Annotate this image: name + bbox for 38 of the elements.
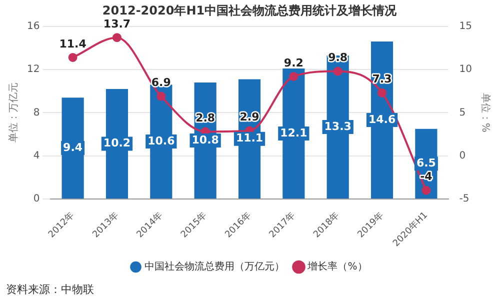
y2-tick-label: 10 (459, 64, 472, 76)
data-label: 13.7 (103, 17, 131, 30)
y-tick-label: 4 (33, 150, 40, 162)
legend-label: 中国社会物流总费用（万亿元） (144, 260, 285, 273)
y2-tick-label: -5 (459, 194, 470, 205)
chart-title: 2012-2020年H1中国社会物流总费用统计及增长情况 (102, 3, 398, 18)
data-label: 13.3 (324, 120, 352, 133)
data-label: 10.6 (148, 134, 176, 148)
y2-tick-label: 15 (459, 20, 472, 32)
point (289, 72, 298, 81)
y-tick-label: 8 (33, 107, 40, 118)
y-tick-label: 12 (26, 64, 40, 76)
point (112, 33, 122, 42)
data-label: 11.1 (236, 132, 264, 145)
data-label: 2.9 (240, 110, 260, 124)
y2-tick-label: 0 (459, 150, 466, 162)
point (422, 186, 431, 195)
data-label: 9.4 (63, 140, 83, 154)
text: 资料来源：中物联 (6, 282, 94, 297)
data-label: 7.3 (372, 72, 392, 86)
data-label: 10.8 (192, 133, 219, 146)
data-label: 11.4 (59, 37, 87, 50)
legend-label: 增长率（%） (306, 260, 368, 273)
data-label: 6.5 (416, 156, 436, 170)
point (333, 66, 342, 76)
data-label: 9.2 (284, 56, 304, 70)
data-label: 2.8 (196, 112, 216, 125)
point (378, 88, 387, 98)
y2-tick-label: 5 (459, 107, 466, 118)
point (156, 92, 166, 101)
y-axis-title: 单位：万亿元 (8, 82, 20, 143)
y-tick-label: 16 (26, 20, 40, 32)
data-label: 14.6 (368, 112, 396, 126)
y-tick-label: 0 (33, 194, 40, 205)
data-label: 10.2 (103, 136, 131, 150)
y2-axis-title: 单位：% (479, 92, 492, 132)
point (68, 52, 78, 62)
data-label: 12.1 (280, 126, 308, 140)
